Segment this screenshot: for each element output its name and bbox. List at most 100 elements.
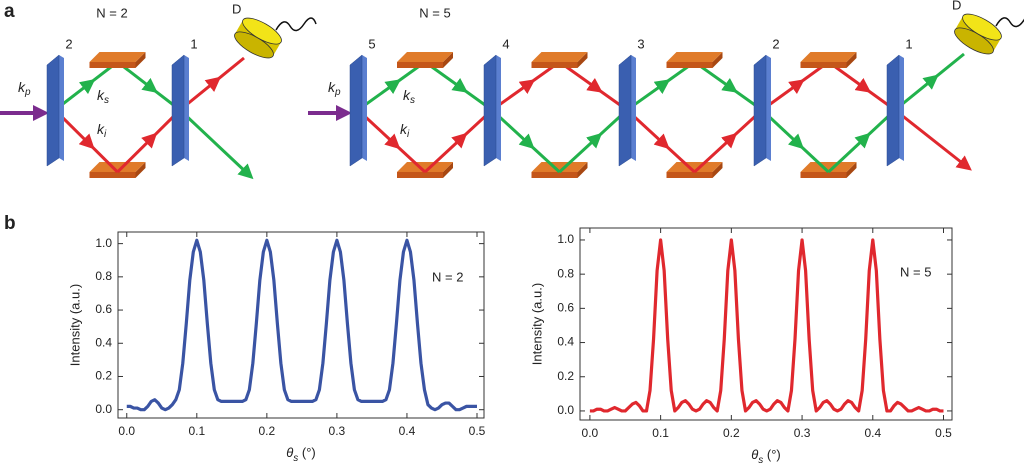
beam-splitter-side [59, 55, 64, 161]
x-tick-label: 0.0 [118, 424, 135, 438]
data-line [589, 238, 944, 413]
splitter-label: 4 [502, 36, 509, 51]
mirror-side [846, 162, 857, 178]
k-label: ks [97, 87, 109, 106]
k-subscript: p [334, 87, 341, 98]
beam [663, 142, 696, 174]
splitter-label: 1 [905, 36, 912, 51]
mirror-front [89, 62, 136, 68]
k-symbol: k [403, 87, 411, 103]
panel-label: a [4, 1, 15, 22]
x-axis-title: θs (°) [751, 447, 781, 465]
beam-splitter-side [899, 55, 904, 161]
x-axis-symbol: θ [751, 447, 758, 462]
k-symbol: k [97, 87, 105, 103]
mirror-side [712, 52, 723, 68]
y-axis-title: Intensity (a.u.) [529, 283, 544, 365]
x-axis-symbol: θ [286, 445, 293, 460]
data-line [126, 238, 477, 412]
mirror [531, 52, 588, 62]
diagram-title: N = 5 [419, 5, 450, 20]
beam-splitter [349, 54, 363, 167]
beam-splitter [886, 54, 900, 167]
splitter-label: 3 [637, 36, 644, 51]
k-label: ki [97, 121, 107, 140]
detector-face [962, 13, 1002, 41]
x-tick-label: 0.0 [582, 426, 599, 440]
x-tick-label: 0.2 [259, 424, 276, 438]
k-symbol: k [18, 79, 26, 95]
mirror-side [443, 162, 453, 178]
beam-splitter [618, 54, 632, 167]
beam [214, 56, 245, 83]
mirror [531, 162, 588, 172]
y-tick-label: 0.0 [95, 402, 112, 416]
y-axis-title: Intensity (a.u.) [67, 284, 82, 366]
beam-splitter-side [631, 55, 636, 161]
beam [423, 132, 468, 174]
beam [88, 143, 119, 174]
beam [932, 52, 965, 81]
x-axis-unit: (°) [763, 447, 780, 462]
mirror [800, 52, 857, 62]
plot-frame [579, 227, 953, 421]
beam [393, 142, 427, 174]
beam-splitter-side [184, 55, 189, 161]
splitter-label: 5 [368, 36, 375, 51]
y-tick-label: 0.8 [95, 269, 112, 283]
detector [234, 17, 282, 59]
beam-splitter-side [766, 55, 771, 161]
y-tick-label: 1.0 [557, 232, 574, 246]
y-tick-label: 0.8 [557, 266, 574, 280]
beam-splitter [753, 54, 767, 167]
mirror-front [531, 62, 578, 68]
y-tick-label: 0.0 [557, 403, 574, 417]
splitter-label: 1 [190, 36, 197, 51]
detector-face [242, 17, 282, 45]
mirror-side [846, 52, 857, 68]
mirror-side [135, 52, 146, 68]
k-label: ks [403, 87, 415, 106]
k-subscript: s [104, 95, 109, 106]
beam [827, 132, 871, 174]
splitter-label: 2 [65, 36, 72, 51]
mirror [666, 162, 723, 172]
x-tick-label: 0.5 [935, 426, 952, 440]
mirror-front [666, 62, 713, 68]
k-label: kp [328, 79, 341, 98]
x-tick-label: 0.1 [652, 426, 669, 440]
x-tick-label: 0.5 [469, 424, 486, 438]
annotation: N = 2 [432, 269, 463, 284]
beam [894, 108, 972, 171]
mirror-side [135, 162, 146, 178]
mirror-front [397, 62, 443, 68]
mirror-front [800, 62, 847, 68]
detector-label: D [952, 0, 961, 12]
mirror-front [666, 172, 713, 178]
beam-splitter-side [362, 55, 367, 161]
k-subscript: s [410, 95, 415, 106]
mirror [666, 52, 723, 62]
x-tick-label: 0.1 [188, 424, 205, 438]
x-axis-subscript: s [293, 453, 298, 464]
charts: 0.0 0.1 0.2 0.3 0.4 0.5 0.0 0.2 0.4 0.6 0.8 1.0 Inte… [67, 227, 953, 466]
beam-splitter [46, 54, 60, 167]
y-tick-label: 0.4 [95, 335, 112, 349]
beam [528, 142, 561, 174]
mirror [800, 162, 857, 172]
plot-frame [117, 231, 485, 419]
k-symbol: k [328, 79, 336, 95]
beam-splitter [483, 54, 497, 167]
x-tick-label: 0.3 [794, 426, 811, 440]
y-tick-label: 0.6 [557, 301, 574, 315]
k-subscript: i [407, 129, 410, 140]
x-axis-unit: (°) [298, 445, 315, 460]
mirror-front [397, 172, 443, 178]
detector [954, 13, 1002, 55]
y-tick-label: 0.4 [557, 335, 574, 349]
k-subscript: p [24, 87, 31, 98]
x-axis-subscript: s [758, 455, 763, 466]
beam-splitter [171, 54, 185, 167]
y-tick-label: 1.0 [95, 236, 112, 250]
